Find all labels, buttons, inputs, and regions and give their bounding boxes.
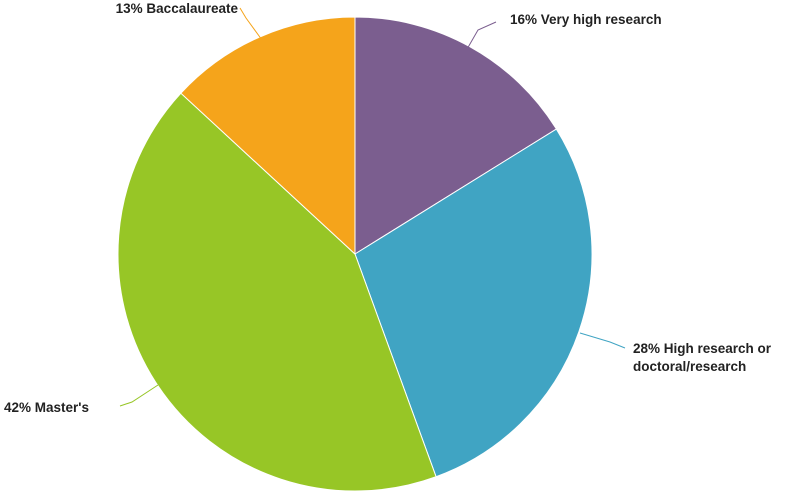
slice-label: 42% Master's (4, 400, 89, 415)
leader-lines (119, 7, 626, 407)
pie-slice-very-high-research (354, 16, 558, 255)
pie-slice-high-research-or-doctoral-research (354, 128, 593, 478)
slice-labels: 16% Very high research 28% High research … (4, 1, 772, 415)
slice-label: 28% High research or doctoral/research (633, 341, 772, 374)
slice-label-line: 16% Very high research (510, 12, 662, 27)
slice-label-line: 42% Master's (4, 400, 89, 415)
leader-line (454, 21, 497, 71)
slice-label: 13% Baccalaureate (116, 1, 239, 16)
slice-label: 16% Very high research (510, 12, 662, 27)
slice-label-line: doctoral/research (633, 359, 746, 374)
slice-label-line: 13% Baccalaureate (116, 1, 239, 16)
slice-label-line: 28% High research or (633, 341, 772, 356)
leader-line (579, 332, 626, 349)
leader-line (239, 7, 263, 41)
leader-line (119, 384, 159, 407)
pie-slices (117, 16, 593, 491)
